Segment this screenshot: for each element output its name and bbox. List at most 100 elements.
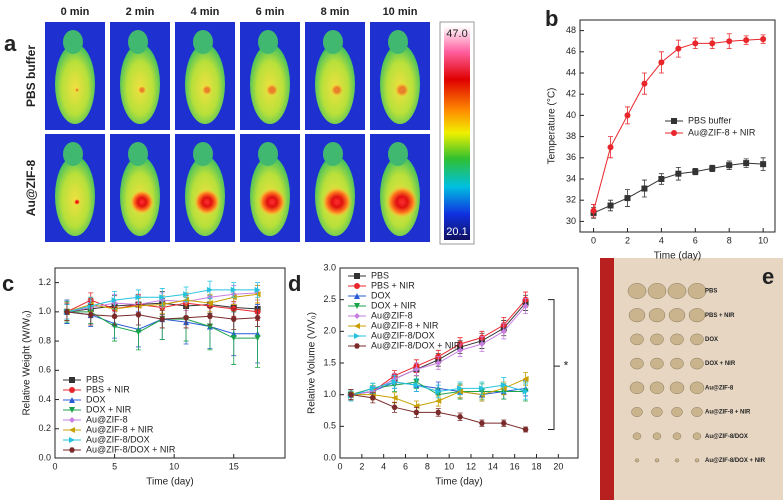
group-label: Au@ZIF-8/DOX	[705, 434, 748, 440]
mouse-head	[323, 30, 343, 54]
row-label: Au@ZIF-8	[24, 160, 38, 217]
marker	[522, 375, 529, 382]
marker	[435, 409, 442, 415]
hotspot	[138, 86, 146, 94]
marker	[159, 294, 166, 301]
tumor	[654, 458, 660, 463]
legend-label: Au@ZIF-8	[371, 310, 413, 320]
y-tick-label: 1.0	[323, 389, 336, 399]
marker	[69, 447, 75, 453]
annotation: *	[564, 358, 569, 372]
tumor	[647, 283, 667, 299]
marker	[254, 286, 261, 293]
tumor	[650, 333, 664, 346]
legend-label: PBS	[86, 374, 104, 384]
marker	[413, 366, 420, 373]
marker	[206, 300, 213, 307]
x-tick-label: 12	[466, 461, 476, 471]
marker	[435, 360, 442, 366]
y-tick-label: 2.5	[323, 294, 336, 304]
tumor	[631, 407, 643, 417]
tumor	[629, 381, 645, 394]
marker	[500, 328, 507, 335]
hotspot	[74, 199, 80, 205]
x-tick-label: 2	[359, 461, 364, 471]
marker	[675, 170, 682, 177]
y-axis-label: Relative Volume (V/V₀)	[307, 312, 318, 414]
tumor	[668, 308, 686, 323]
y-tick-label: 0.4	[38, 394, 51, 404]
marker	[69, 417, 75, 423]
marker	[726, 38, 733, 45]
marker	[87, 312, 94, 318]
marker	[254, 315, 261, 321]
marker	[760, 36, 767, 43]
marker	[435, 388, 442, 395]
mouse	[120, 44, 160, 124]
y-tick-label: 0.0	[323, 452, 336, 462]
group-label: Au@ZIF-8 + NIR	[705, 410, 751, 416]
marker	[641, 185, 648, 192]
marker	[63, 309, 70, 315]
mouse-head	[128, 30, 148, 54]
marker	[522, 303, 529, 309]
legend-label: PBS buffer	[688, 115, 731, 125]
panel-label: d	[288, 271, 301, 296]
marker	[111, 313, 118, 319]
marker	[69, 397, 75, 403]
x-tick-label: 14	[488, 461, 498, 471]
marker	[230, 286, 237, 293]
x-tick-label: 0	[591, 235, 596, 245]
marker	[135, 329, 142, 336]
x-tick-label: 10	[169, 461, 179, 471]
legend-label: PBS + NIR	[371, 280, 415, 290]
mouse-head	[193, 142, 213, 166]
x-tick-label: 0	[337, 461, 342, 471]
tumor	[632, 432, 642, 440]
marker	[726, 162, 733, 169]
marker	[69, 407, 75, 413]
marker	[413, 409, 420, 415]
marker	[590, 207, 597, 214]
marker	[69, 377, 75, 383]
legend-label: DOX	[86, 394, 106, 404]
y-tick-label: 46	[566, 46, 576, 56]
tumor	[648, 308, 666, 323]
y-tick-label: 44	[566, 67, 576, 77]
y-tick-label: 40	[566, 110, 576, 120]
y-tick-label: 2.0	[323, 326, 336, 336]
y-tick-label: 0.5	[323, 421, 336, 431]
tumor	[671, 407, 683, 417]
tumor	[674, 458, 680, 463]
group-label: DOX + NIR	[705, 361, 736, 367]
marker	[183, 315, 190, 321]
tumor	[630, 333, 644, 346]
marker	[254, 335, 261, 342]
marker	[69, 437, 75, 443]
hotspot	[75, 88, 79, 92]
hotspot	[386, 186, 418, 218]
y-tick-label: 0.6	[38, 365, 51, 375]
group-label: PBS + NIR	[705, 313, 735, 319]
marker	[692, 168, 699, 175]
hotspot	[202, 85, 212, 95]
x-tick-label: 5	[112, 461, 117, 471]
marker	[230, 335, 237, 342]
legend-label: Au@ZIF-8/DOX	[371, 330, 435, 340]
marker	[692, 40, 699, 47]
x-axis-label: Time (day)	[146, 477, 193, 488]
legend-label: DOX	[371, 290, 391, 300]
plot-frame	[54, 267, 286, 459]
tumor	[694, 458, 700, 463]
x-tick-label: 20	[553, 461, 563, 471]
x-tick-label: 10	[444, 461, 454, 471]
y-tick-label: 1.2	[38, 277, 51, 287]
tumor	[634, 458, 640, 463]
marker	[743, 37, 750, 44]
marker	[760, 161, 767, 168]
y-tick-label: 34	[566, 173, 576, 183]
mouse	[185, 44, 225, 124]
marker	[69, 427, 75, 433]
marker	[522, 426, 529, 433]
marker	[500, 420, 507, 426]
